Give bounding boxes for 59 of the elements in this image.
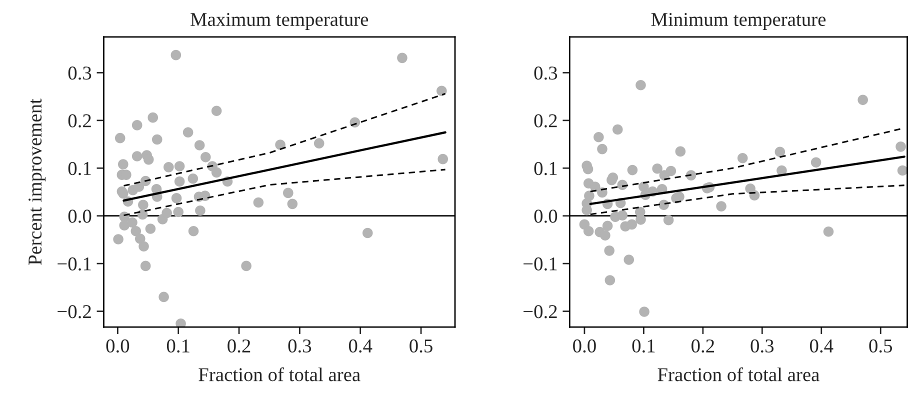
point bbox=[663, 214, 674, 226]
point bbox=[602, 220, 613, 232]
point bbox=[636, 80, 646, 90]
point bbox=[594, 132, 604, 142]
x-tick-label: 0.0 bbox=[573, 339, 596, 353]
point bbox=[716, 201, 726, 212]
x-tick-label: 0.4 bbox=[348, 339, 372, 353]
point bbox=[604, 275, 616, 286]
y-tick-label: −0.1 bbox=[58, 257, 91, 271]
x-axis-title: Fraction of total area bbox=[198, 367, 360, 382]
point bbox=[600, 230, 610, 241]
point bbox=[675, 146, 686, 157]
chart-title: Maximum temperature bbox=[190, 12, 368, 30]
point bbox=[897, 165, 908, 176]
point bbox=[636, 214, 646, 225]
point bbox=[639, 306, 650, 317]
point bbox=[627, 164, 638, 176]
point bbox=[608, 172, 618, 183]
point bbox=[737, 152, 748, 164]
point bbox=[604, 246, 614, 256]
x-tick-label: 0.3 bbox=[750, 339, 774, 353]
point bbox=[896, 142, 906, 152]
point bbox=[626, 219, 637, 230]
chart-title: Minimum temperature bbox=[651, 12, 826, 30]
x-tick-label: 0.4 bbox=[810, 339, 834, 353]
point bbox=[666, 166, 676, 176]
y-tick-label: 0.1 bbox=[68, 162, 91, 176]
point bbox=[584, 190, 594, 201]
point bbox=[858, 94, 868, 106]
point bbox=[617, 210, 628, 221]
point bbox=[674, 192, 684, 202]
point bbox=[823, 226, 834, 237]
y-tick-label: 0.2 bbox=[534, 114, 557, 128]
point bbox=[810, 157, 822, 168]
x-tick-label: 0.3 bbox=[288, 339, 312, 353]
x-tick-label: 0.5 bbox=[410, 339, 432, 353]
y-axis-title: Percent improvement bbox=[28, 98, 46, 265]
y-tick-label: 0.3 bbox=[534, 66, 558, 80]
point bbox=[652, 163, 662, 174]
y-tick-label: −0.2 bbox=[58, 305, 91, 318]
y-tick-label: 0.0 bbox=[68, 210, 92, 223]
point bbox=[612, 124, 623, 135]
x-axis-title: Fraction of total area bbox=[658, 367, 820, 382]
x-tick-label: 0.2 bbox=[228, 339, 250, 353]
x-tick-label: 0.1 bbox=[632, 339, 655, 353]
x-tick-label: 0.2 bbox=[692, 339, 714, 353]
point bbox=[583, 226, 594, 236]
y-tick-label: 0.1 bbox=[534, 162, 557, 176]
y-tick-label: −0.1 bbox=[524, 257, 557, 271]
x-tick-label: 0.1 bbox=[166, 339, 190, 353]
y-tick-label: 0.0 bbox=[534, 210, 558, 223]
point bbox=[597, 144, 608, 154]
y-tick-label: 0.2 bbox=[68, 114, 91, 128]
x-tick-label: 0.5 bbox=[869, 339, 892, 353]
y-tick-label: −0.2 bbox=[524, 305, 557, 318]
y-tick-label: 0.3 bbox=[68, 66, 92, 80]
point bbox=[774, 146, 786, 158]
x-tick-label: 0.0 bbox=[106, 339, 130, 353]
point bbox=[624, 254, 634, 265]
